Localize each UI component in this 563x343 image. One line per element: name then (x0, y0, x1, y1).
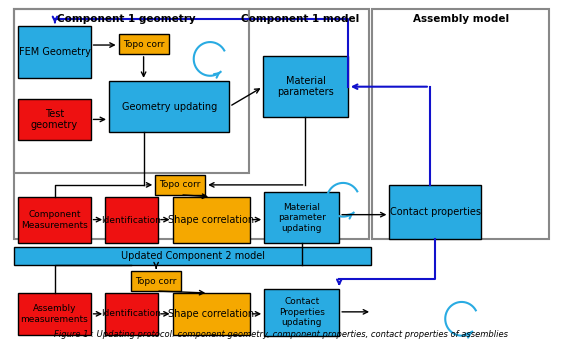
Text: Shape correlation: Shape correlation (168, 309, 254, 319)
Text: Assembly
measurements: Assembly measurements (21, 304, 88, 323)
Text: Contact properties: Contact properties (390, 207, 481, 217)
Text: Shape correlation: Shape correlation (168, 215, 254, 225)
Text: Contact
Properties
updating: Contact Properties updating (279, 297, 325, 327)
Text: Component 1 geometry: Component 1 geometry (57, 14, 195, 24)
Text: Assembly model: Assembly model (413, 14, 509, 24)
Text: Topo corr: Topo corr (123, 39, 164, 49)
Text: Topo corr: Topo corr (159, 180, 201, 189)
FancyBboxPatch shape (155, 175, 205, 195)
Text: FEM Geometry: FEM Geometry (19, 47, 91, 57)
Text: Geometry updating: Geometry updating (122, 102, 217, 111)
FancyBboxPatch shape (172, 197, 249, 244)
FancyBboxPatch shape (19, 293, 91, 335)
Text: Figure 1 : Updating protocol: component geometry, component properties, contact : Figure 1 : Updating protocol: component … (55, 330, 508, 339)
FancyBboxPatch shape (264, 289, 339, 336)
FancyBboxPatch shape (105, 293, 158, 335)
Text: Topo corr: Topo corr (136, 276, 177, 286)
FancyBboxPatch shape (19, 197, 91, 244)
FancyBboxPatch shape (19, 26, 91, 78)
FancyBboxPatch shape (263, 56, 348, 117)
FancyBboxPatch shape (131, 271, 181, 291)
FancyBboxPatch shape (390, 185, 481, 239)
Text: Updated Component 2 model: Updated Component 2 model (120, 251, 265, 261)
FancyBboxPatch shape (109, 81, 229, 132)
FancyBboxPatch shape (19, 98, 91, 140)
FancyBboxPatch shape (172, 293, 249, 335)
Text: Identification: Identification (101, 309, 162, 318)
FancyBboxPatch shape (105, 197, 158, 244)
FancyBboxPatch shape (264, 192, 339, 244)
Text: Material
parameters: Material parameters (277, 76, 334, 97)
Text: Component
Measurements: Component Measurements (21, 210, 88, 230)
Text: Identification: Identification (101, 216, 162, 225)
FancyBboxPatch shape (119, 34, 169, 54)
FancyBboxPatch shape (15, 247, 371, 265)
Text: Component 1 model: Component 1 model (240, 14, 359, 24)
Text: Test
geometry: Test geometry (31, 109, 78, 130)
Text: Material
parameter
updating: Material parameter updating (278, 203, 325, 233)
